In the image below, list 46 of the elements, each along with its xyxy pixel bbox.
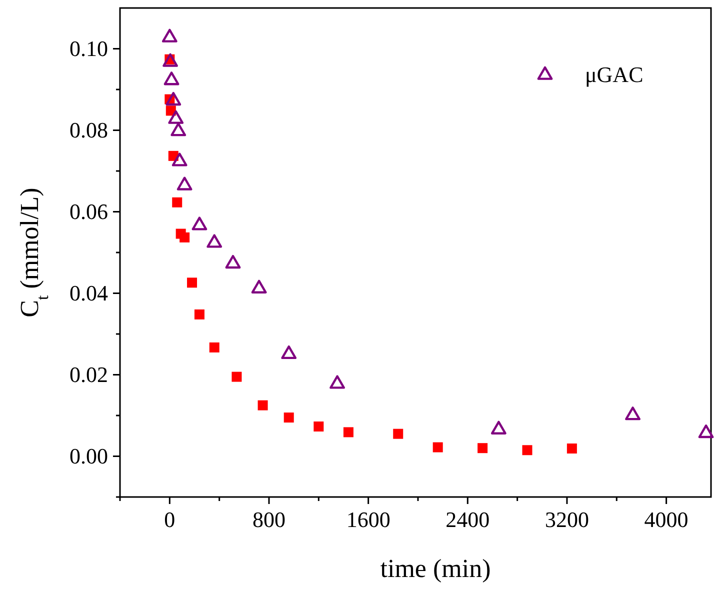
y-tick-label: 0.06 [70,198,108,224]
point [625,406,640,420]
point [393,428,404,439]
x-tick-label: 2400 [446,507,490,532]
y-tick-label: 0.10 [70,36,108,61]
point [314,422,324,432]
point [194,309,204,320]
y-tick-label: 0.08 [70,117,108,142]
point [209,342,220,352]
x-tick-label: 3200 [544,507,589,532]
point [432,442,443,452]
point [192,216,208,230]
x-tick-label: 800 [252,507,286,532]
point [251,280,267,294]
point [566,444,577,454]
point [164,72,180,86]
point [206,234,222,248]
point [170,122,186,136]
y-tick-label: 0.02 [70,362,108,387]
point [225,254,241,269]
y-tick-label: 0.04 [70,280,108,306]
x-axis-title: time (min) [380,554,491,583]
point [187,278,198,288]
point [478,443,488,454]
point [168,110,184,124]
point [180,232,190,242]
point [232,372,242,382]
point [698,424,714,438]
legend-label: μGAC [585,62,644,87]
point [343,427,354,438]
point [281,345,297,360]
point [490,420,506,434]
point [172,152,188,166]
x-tick-label: 0 [164,507,176,532]
point [176,176,192,190]
point [162,53,178,67]
point [172,197,182,208]
point [330,375,345,389]
point [522,445,532,456]
point [284,412,294,423]
point [162,28,178,42]
point [258,400,268,410]
x-tick-label: 4000 [644,507,688,532]
text: 0.00 [70,443,108,468]
point [166,92,182,106]
x-tick-label: 1600 [346,507,390,532]
